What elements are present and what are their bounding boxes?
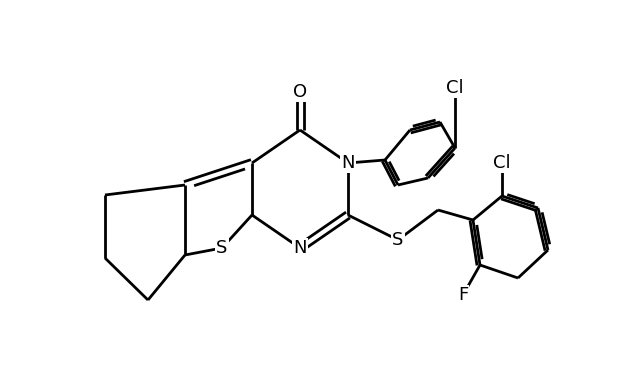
Text: N: N [341, 154, 355, 172]
Text: N: N [293, 239, 307, 257]
Text: F: F [458, 286, 468, 304]
Text: S: S [392, 231, 404, 249]
Text: Cl: Cl [446, 79, 464, 97]
Text: O: O [293, 83, 307, 101]
Text: S: S [216, 239, 228, 257]
Text: Cl: Cl [493, 154, 511, 172]
